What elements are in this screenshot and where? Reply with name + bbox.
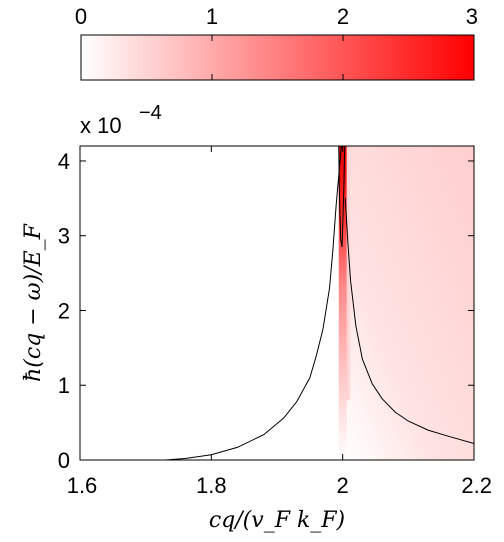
colorbar-ticks: 0 1 2 3: [75, 4, 478, 80]
x-tick-label: 2.2: [461, 473, 492, 498]
y-axis-label: ħ(cq − ω)/E_F: [21, 223, 46, 382]
y-scale-multiplier: x 10: [80, 113, 122, 138]
y-tick-label: 1: [58, 373, 70, 398]
plot-area: 1.6 1.8 2 2.2 0 1 2 3 4: [58, 145, 492, 498]
y-tick-label: 4: [58, 149, 70, 174]
heatmap-field: [165, 146, 474, 460]
x-axis-label: cq/(v_F k_F): [209, 508, 345, 533]
y-tick-label: 2: [58, 298, 70, 323]
y-scale-factor: x 10 −4: [80, 102, 162, 138]
y-scale-exponent: −4: [139, 102, 162, 124]
contour-line-3: [338, 146, 346, 248]
x-axis-ticks: 1.6 1.8 2 2.2: [67, 146, 492, 498]
plot-frame: [79, 145, 475, 461]
y-axis-ticks: 0 1 2 3 4: [58, 149, 474, 473]
x-tick-label: 2: [337, 473, 349, 498]
contour-line-2: [344, 198, 474, 445]
heatmap-right-region: [342, 146, 474, 460]
colorbar-tick-label: 1: [206, 4, 218, 29]
x-tick-label: 1.8: [196, 473, 227, 498]
contour-line-1: [165, 146, 342, 460]
heatmap-spike: [338, 146, 347, 460]
colorbar: 0 1 2 3: [75, 4, 478, 81]
colorbar-tick-label: 2: [337, 4, 349, 29]
contour-lines: [165, 146, 474, 460]
y-tick-label: 3: [58, 224, 70, 249]
colorbar-tick-label: 3: [466, 4, 478, 29]
colorbar-gradient: [80, 34, 475, 81]
y-tick-label: 0: [58, 448, 70, 473]
colorbar-tick-label: 0: [75, 4, 87, 29]
x-tick-label: 1.6: [67, 473, 98, 498]
